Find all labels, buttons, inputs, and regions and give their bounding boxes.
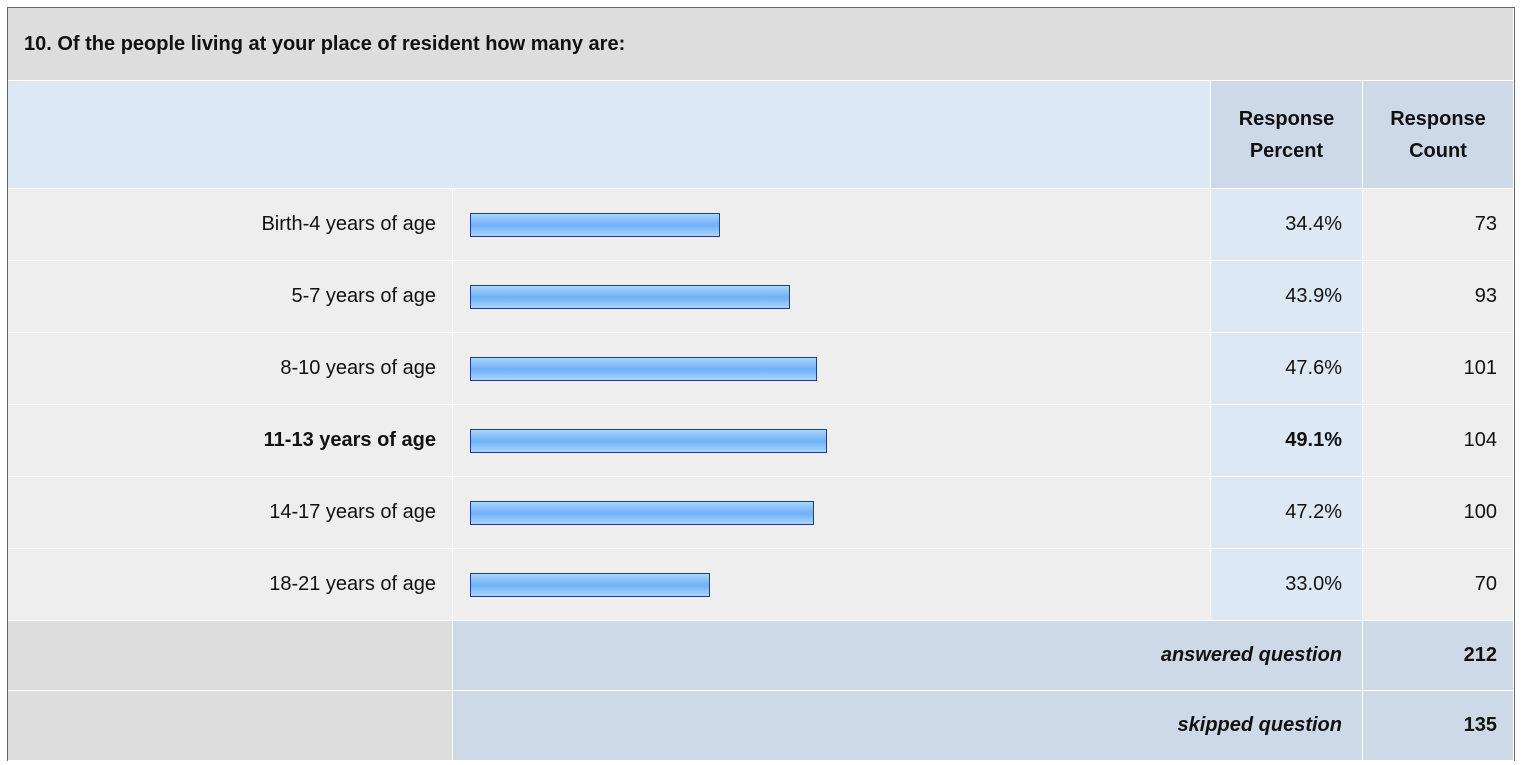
category-label: 18-21 years of age	[269, 573, 436, 595]
count-label: 70	[1474, 573, 1497, 595]
percent-label: 34.4%	[1285, 213, 1342, 235]
column-header-text: Response Percent	[1238, 107, 1335, 162]
bar	[470, 213, 721, 237]
count-cell: 101	[1363, 333, 1514, 405]
percent-label: 47.6%	[1285, 357, 1342, 379]
summary-label: skipped question	[453, 691, 1363, 761]
category-label: 14-17 years of age	[269, 501, 436, 523]
row-label: 5-7 years of age	[8, 261, 453, 333]
percent-cell: 49.1%	[1211, 405, 1363, 477]
bar	[470, 429, 828, 453]
percent-cell: 47.2%	[1211, 477, 1363, 549]
category-label: 8-10 years of age	[280, 357, 436, 379]
summary-value: 135	[1363, 691, 1514, 761]
count-cell: 100	[1363, 477, 1514, 549]
count-cell: 73	[1363, 189, 1514, 261]
column-header: Response Count	[1363, 81, 1514, 189]
count-cell: 93	[1363, 261, 1514, 333]
category-label: 5-7 years of age	[291, 285, 436, 307]
summary-number: 212	[1463, 644, 1497, 666]
survey-table: 10. Of the people living at your place o…	[7, 7, 1515, 761]
count-label: 100	[1463, 501, 1497, 523]
summary-text: skipped question	[1177, 714, 1342, 736]
count-cell: 104	[1363, 405, 1514, 477]
row-label: Birth-4 years of age	[8, 189, 453, 261]
count-label: 104	[1463, 429, 1497, 451]
row-label: 18-21 years of age	[8, 549, 453, 621]
summary-value: 212	[1363, 621, 1514, 691]
count-label: 73	[1474, 213, 1497, 235]
summary-blank	[8, 621, 453, 691]
percent-cell: 34.4%	[1211, 189, 1363, 261]
question-title: 10. Of the people living at your place o…	[24, 32, 626, 55]
category-label: Birth-4 years of age	[261, 213, 436, 235]
count-label: 93	[1474, 285, 1497, 307]
percent-label: 43.9%	[1285, 285, 1342, 307]
row-label: 11-13 years of age	[8, 405, 453, 477]
percent-cell: 43.9%	[1211, 261, 1363, 333]
column-header: Response Percent	[1211, 81, 1363, 189]
row-label: 14-17 years of age	[8, 477, 453, 549]
row-label: 8-10 years of age	[8, 333, 453, 405]
percent-label: 47.2%	[1285, 501, 1342, 523]
summary-blank	[8, 691, 453, 761]
summary-label: answered question	[453, 621, 1363, 691]
percent-cell: 33.0%	[1211, 549, 1363, 621]
percent-label: 49.1%	[1285, 429, 1342, 451]
column-header-text: Response Count	[1390, 107, 1486, 162]
summary-text: answered question	[1160, 644, 1342, 666]
count-label: 101	[1463, 357, 1497, 379]
bar	[470, 501, 814, 525]
summary-number: 135	[1463, 714, 1497, 736]
bar	[470, 285, 790, 309]
bar	[470, 357, 817, 381]
bar	[470, 573, 711, 597]
count-cell: 70	[1363, 549, 1514, 621]
category-label: 11-13 years of age	[263, 429, 436, 451]
header-blank	[8, 81, 1211, 189]
title-row: 10. Of the people living at your place o…	[8, 8, 1514, 81]
percent-label: 33.0%	[1285, 573, 1342, 595]
percent-cell: 47.6%	[1211, 333, 1363, 405]
